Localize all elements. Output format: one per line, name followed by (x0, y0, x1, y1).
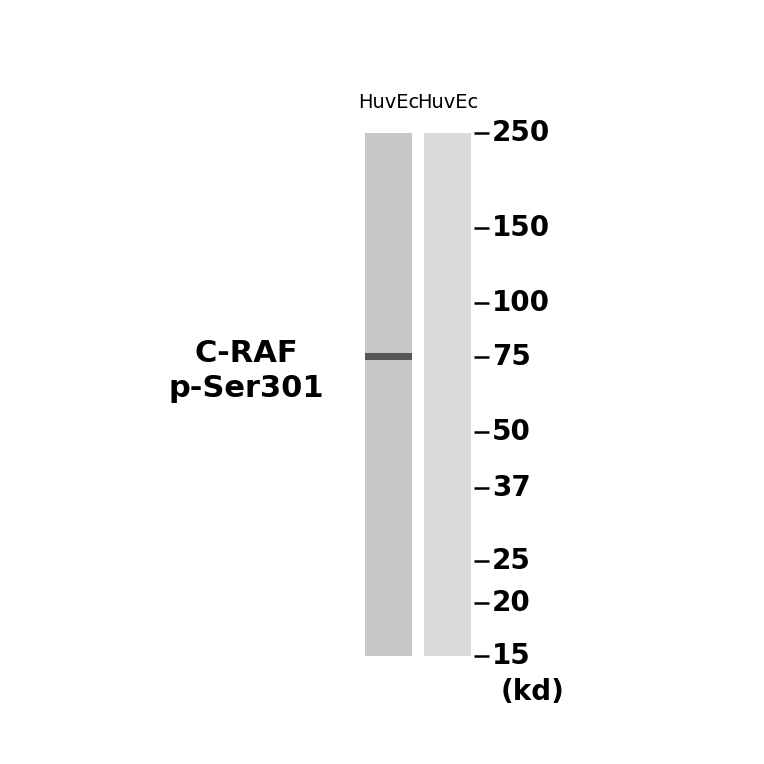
Text: p-Ser301: p-Ser301 (169, 374, 324, 403)
Text: 20: 20 (492, 589, 531, 617)
Text: 100: 100 (492, 290, 550, 317)
Bar (365, 133, 413, 656)
Text: 250: 250 (492, 119, 550, 147)
Text: 15: 15 (492, 643, 531, 671)
Text: C-RAF: C-RAF (195, 339, 298, 368)
Text: 25: 25 (492, 547, 531, 575)
Bar (365, 354, 413, 361)
Bar (424, 133, 471, 656)
Text: (kd): (kd) (501, 678, 565, 706)
Text: HuvEc: HuvEc (358, 93, 419, 112)
Text: 50: 50 (492, 419, 531, 446)
Text: 75: 75 (492, 343, 531, 371)
Text: HuvEc: HuvEc (417, 93, 478, 112)
Text: 37: 37 (492, 474, 531, 503)
Text: 150: 150 (492, 214, 550, 242)
